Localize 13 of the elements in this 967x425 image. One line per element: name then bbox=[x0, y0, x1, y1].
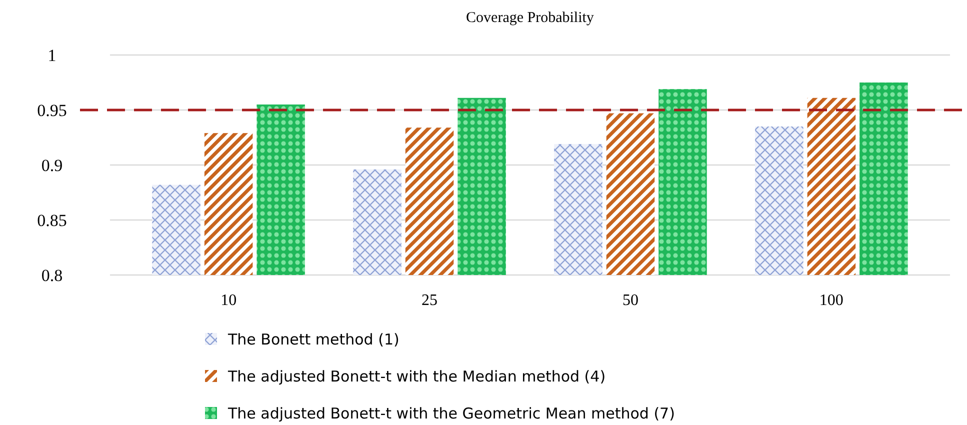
x-tick-label: 100 bbox=[819, 292, 844, 309]
x-tick-label: 50 bbox=[622, 292, 638, 309]
y-tick-label: 0.8 bbox=[41, 266, 63, 285]
legend-label: The adjusted Bonett-t with the Geometric Mean method (7) bbox=[227, 404, 675, 422]
y-tick-label: 1 bbox=[48, 46, 56, 65]
y-tick-label: 0.85 bbox=[37, 210, 67, 230]
legend-label: The adjusted Bonett-t with the Median method (4) bbox=[227, 367, 606, 386]
y-tick-label: 0.95 bbox=[37, 100, 67, 120]
chart-title: Coverage Probability bbox=[466, 10, 594, 26]
x-tick-label: 25 bbox=[422, 292, 438, 309]
y-tick-label: 0.9 bbox=[41, 156, 63, 175]
x-tick-label: 10 bbox=[220, 292, 237, 309]
legend-label: The Bonett method (1) bbox=[227, 330, 400, 348]
